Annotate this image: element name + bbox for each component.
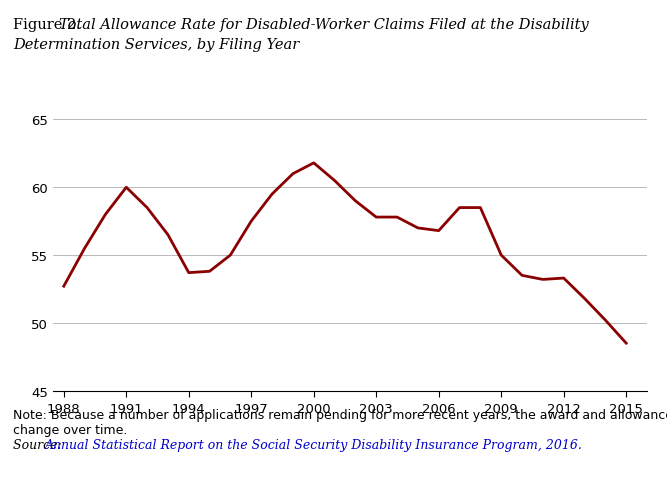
Text: Note: Because a number of applications remain pending for more recent years, the: Note: Because a number of applications r…	[13, 408, 667, 421]
Text: Total Allowance Rate for Disabled-Worker Claims Filed at the Disability: Total Allowance Rate for Disabled-Worker…	[59, 18, 588, 32]
Text: Determination Services, by Filing Year: Determination Services, by Filing Year	[13, 38, 299, 52]
Text: change over time.: change over time.	[13, 423, 127, 436]
Text: Figure 2.: Figure 2.	[13, 18, 86, 32]
Text: Source:: Source:	[13, 438, 66, 451]
Text: Annual Statistical Report on the Social Security Disability Insurance Program, 2: Annual Statistical Report on the Social …	[45, 438, 583, 451]
